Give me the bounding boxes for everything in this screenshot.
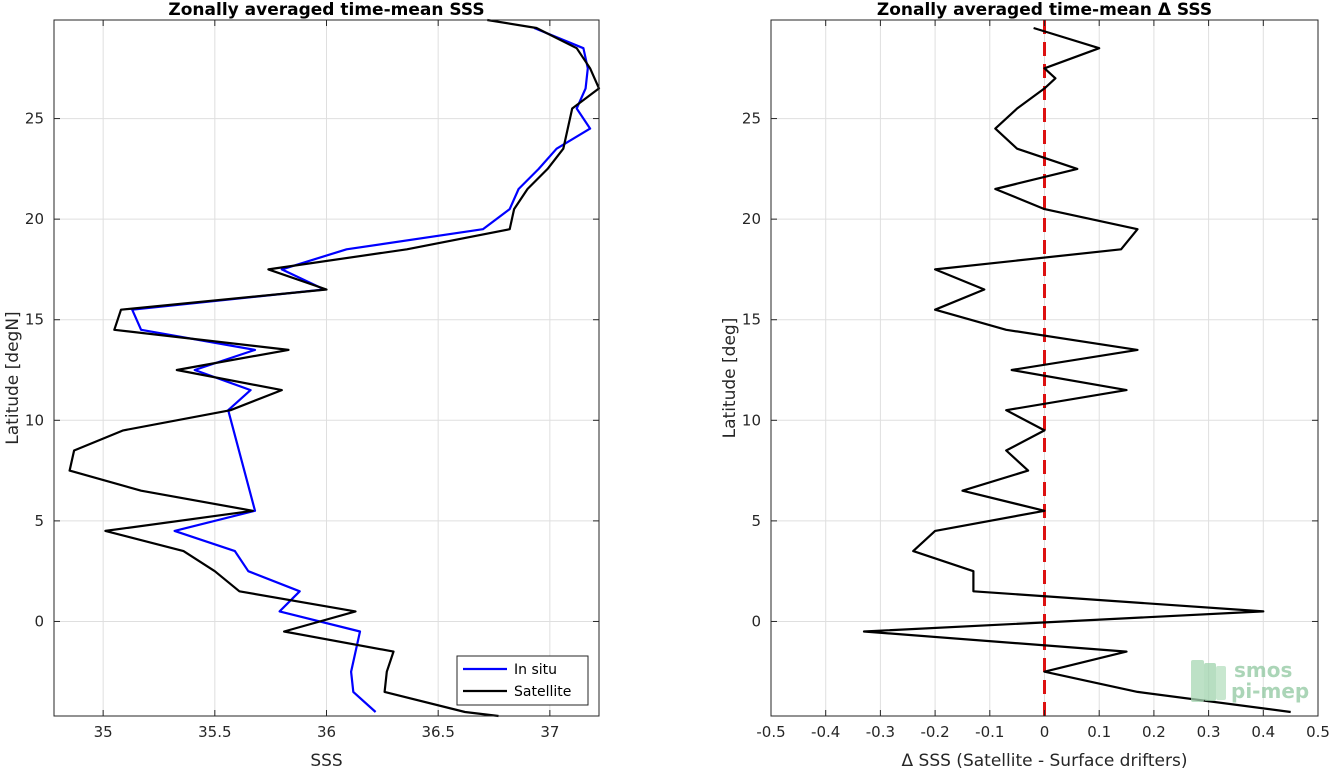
- sss-series: [68, 18, 601, 718]
- y-tick-label: 25: [25, 110, 44, 128]
- sss-panel: 35 35.5 36 36.5 37 0 5 10 15 20 25 Zonally averag…: [3, 0, 601, 769]
- logo-bar-2: [1204, 663, 1216, 701]
- x-tick-label: 36.5: [421, 723, 454, 741]
- y-tick-label: 20: [25, 210, 44, 228]
- x-tick-label: -0.4: [811, 723, 840, 741]
- x-tick-label: 36: [317, 723, 336, 741]
- x-tick-label: -0.3: [866, 723, 895, 741]
- series-line-satellite: [68, 18, 601, 718]
- legend-label-satellite: Satellite: [514, 684, 571, 700]
- y-tick-label: 10: [25, 411, 44, 429]
- x-tick-label: 0.1: [1087, 723, 1111, 741]
- x-tick-label: -0.2: [920, 723, 949, 741]
- delta-sss-panel-title: Zonally averaged time-mean Δ SSS: [877, 0, 1212, 20]
- logo-bar-1: [1191, 660, 1204, 702]
- x-tick-label: 0.2: [1142, 723, 1166, 741]
- sss-panel-title: Zonally averaged time-mean SSS: [168, 0, 484, 20]
- x-tick-label: 0: [1040, 723, 1050, 741]
- x-tick-label: 35: [94, 723, 113, 741]
- legend-label-in-situ: In situ: [514, 662, 557, 678]
- logo-text-smos: smos: [1234, 658, 1292, 682]
- sss-grid: [54, 20, 599, 716]
- y-tick-label: 15: [742, 311, 761, 329]
- delta-sss-panel: -0.5 -0.4 -0.3 -0.2 -0.1 0 0.1 0.2 0.3 0.4 0.5 0 5 1…: [720, 0, 1330, 769]
- delta-sss-y-axis-label: Latitude [deg]: [720, 318, 740, 439]
- x-tick-label: -0.5: [756, 723, 785, 741]
- delta-sss-grid: [770, 20, 1319, 716]
- sss-x-ticks: 35 35.5 36 36.5 37: [94, 20, 559, 741]
- delta-sss-x-ticks: -0.5 -0.4 -0.3 -0.2 -0.1 0 0.1 0.2 0.3 0.4 0.5: [756, 20, 1330, 741]
- y-tick-label: 0: [751, 612, 761, 630]
- x-tick-label: 37: [540, 723, 559, 741]
- legend-box: [456, 655, 589, 706]
- sss-y-axis-label: Latitude [degN]: [3, 311, 23, 444]
- sss-x-axis-label: SSS: [310, 751, 342, 769]
- y-tick-label: 10: [742, 411, 761, 429]
- logo-bar-3: [1216, 666, 1226, 700]
- smos-pi-mep-logo: smos pi-mep: [1191, 658, 1309, 703]
- logo-text-pi-mep: pi-mep: [1231, 679, 1309, 703]
- delta-sss-series: [862, 26, 1291, 714]
- x-tick-label: 0.5: [1306, 723, 1330, 741]
- x-tick-label: 0.3: [1197, 723, 1221, 741]
- y-tick-label: 5: [34, 512, 44, 530]
- y-tick-label: 20: [742, 210, 761, 228]
- series-line-delta: [862, 26, 1291, 714]
- delta-sss-x-axis-label: Δ SSS (Satellite - Surface drifters): [902, 751, 1188, 769]
- y-tick-label: 5: [751, 512, 761, 530]
- y-tick-label: 15: [25, 311, 44, 329]
- sss-y-ticks: 0 5 10 15 20 25: [25, 110, 599, 630]
- x-tick-label: 0.4: [1251, 723, 1275, 741]
- delta-sss-y-ticks: 0 5 10 15 20 25: [742, 110, 1318, 630]
- x-tick-label: 35.5: [198, 723, 231, 741]
- sss-legend: In situ Satellite: [456, 655, 589, 706]
- y-tick-label: 0: [34, 612, 44, 630]
- x-tick-label: -0.1: [975, 723, 1004, 741]
- y-tick-label: 25: [742, 110, 761, 128]
- series-line-in-situ: [131, 26, 592, 713]
